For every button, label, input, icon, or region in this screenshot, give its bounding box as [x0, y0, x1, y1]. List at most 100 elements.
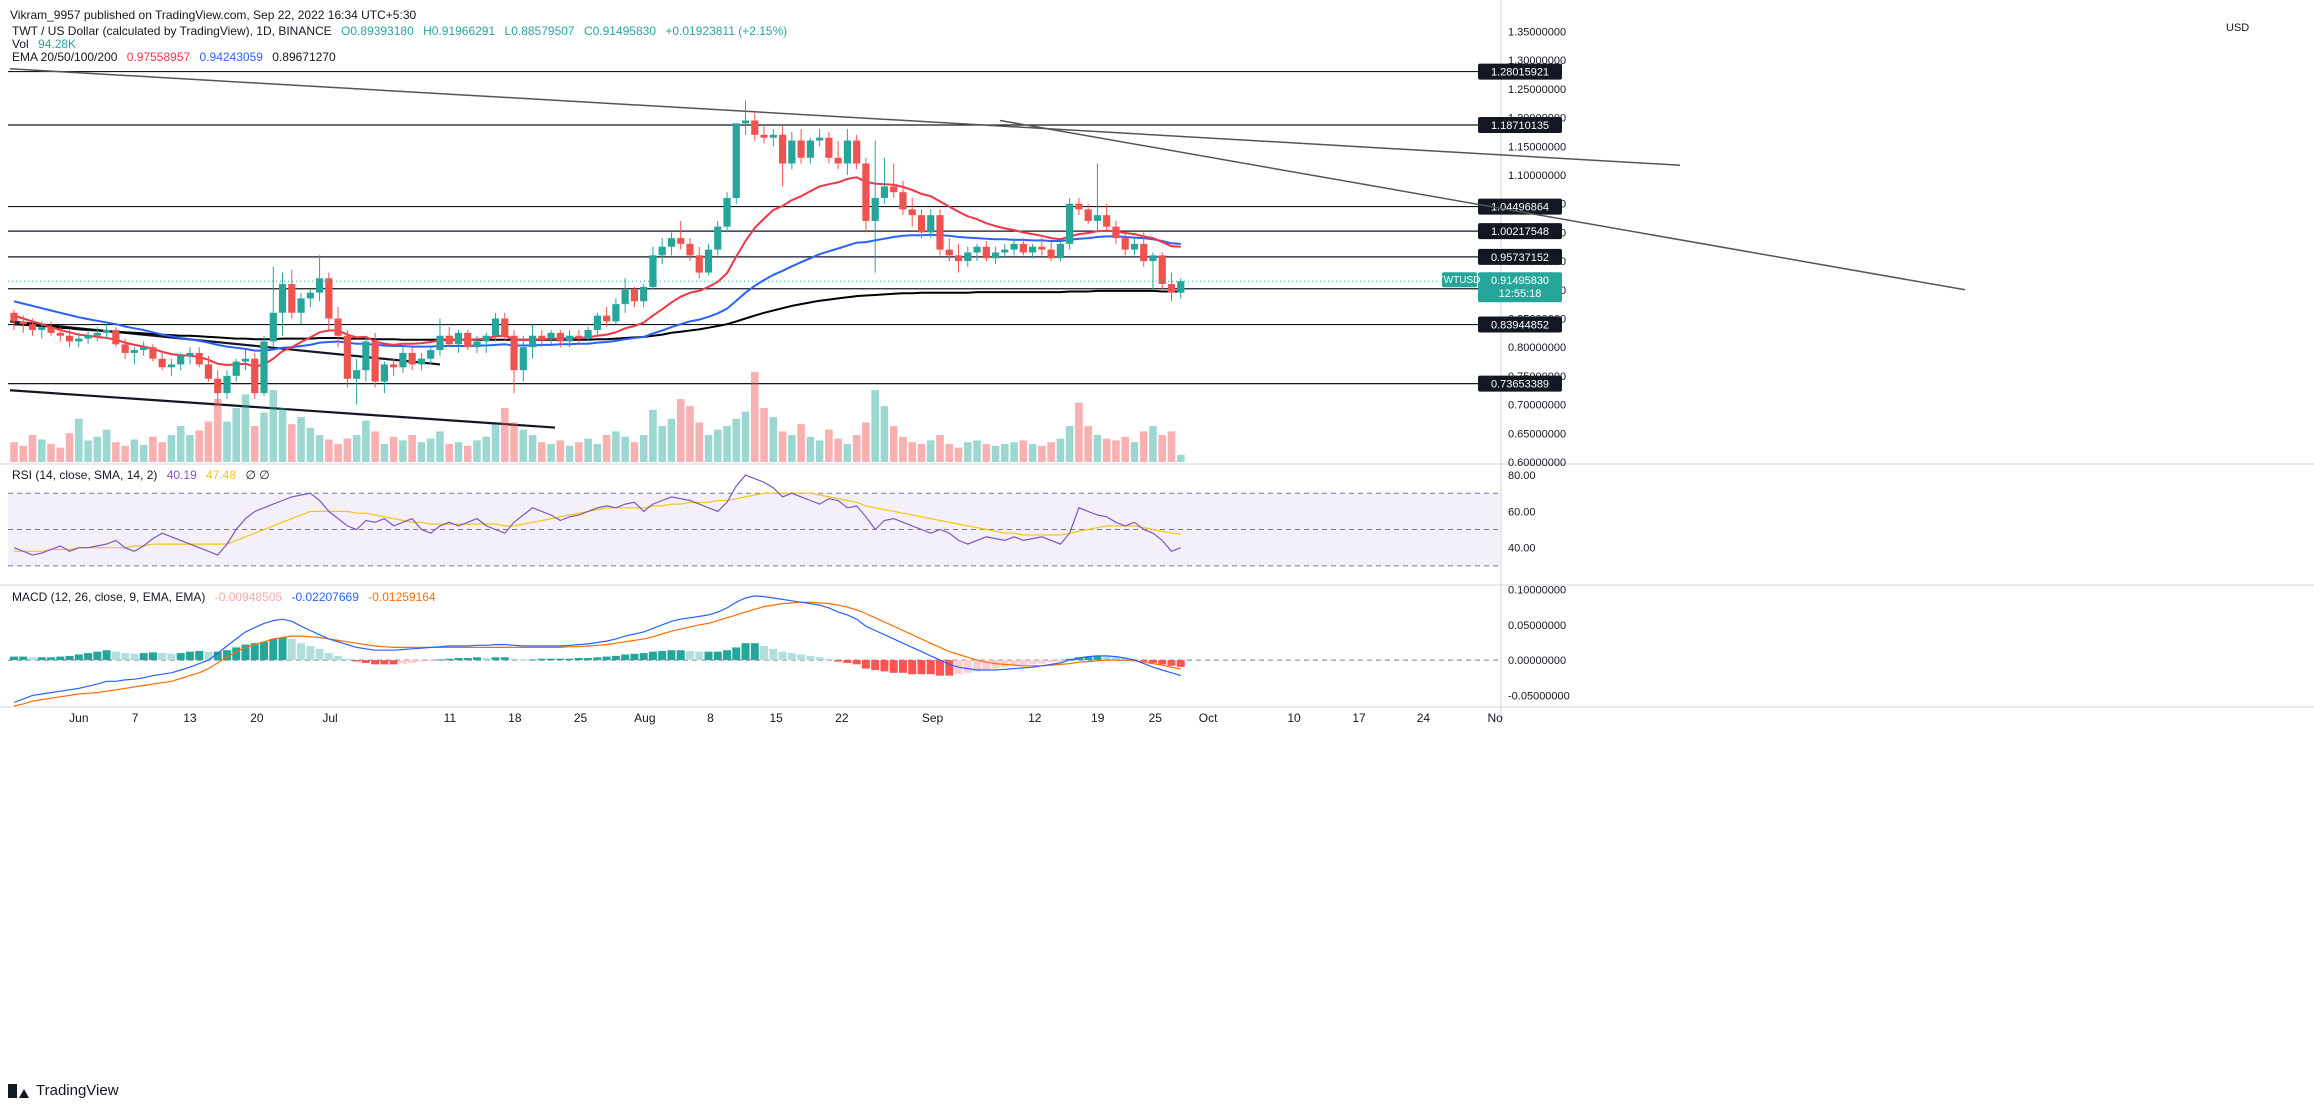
rsi-sma-line: [14, 492, 1181, 552]
price-tick-label: 0.80000000: [1508, 342, 1566, 354]
volume-bar: [93, 436, 102, 462]
candle-body: [1047, 249, 1055, 259]
symbol-title[interactable]: TWT / US Dollar (calculated by TradingVi…: [12, 24, 332, 38]
candle-body: [1075, 203, 1083, 210]
candle-body: [1084, 209, 1092, 221]
time-tick-label: 8: [707, 711, 714, 725]
macd-histogram-bar: [537, 658, 546, 661]
candle-body: [214, 378, 222, 394]
macd-histogram-bar: [1065, 658, 1074, 661]
macd-histogram-bar: [1028, 660, 1037, 665]
time-tick-label: 7: [132, 711, 139, 725]
volume-bar: [1149, 426, 1157, 462]
macd-histogram-bar: [1010, 660, 1019, 666]
candle-body: [1019, 243, 1027, 253]
volume-bar: [223, 421, 231, 462]
macd-histogram-bar: [880, 660, 889, 672]
macd-histogram-bar: [463, 658, 472, 661]
candle-body: [853, 140, 861, 164]
time-tick-label: 13: [183, 711, 197, 725]
volume-bar: [945, 444, 954, 462]
candle-body: [482, 335, 490, 342]
macd-legend[interactable]: MACD (12, 26, close, 9, EMA, EMA) -0.009…: [12, 590, 442, 604]
candle-body: [353, 370, 361, 379]
volume-bar: [1121, 436, 1129, 462]
candle-body: [723, 197, 731, 227]
candle-body: [223, 375, 231, 394]
volume-bar: [204, 421, 213, 462]
volume-bar: [1038, 445, 1046, 462]
level-label: 1.28015921: [1491, 67, 1549, 79]
volume-bar: [815, 440, 824, 462]
candle-body: [241, 358, 250, 362]
volume-bar: [1056, 438, 1065, 462]
volume-bar: [232, 408, 241, 462]
macd-histogram-bar: [1121, 658, 1130, 661]
volume-bar: [862, 422, 870, 462]
candle-body: [1056, 243, 1064, 259]
macd-tick-label: 0.00000000: [1508, 655, 1566, 667]
price-tick-label: 0.65000000: [1508, 428, 1566, 440]
candle-body: [371, 341, 379, 382]
volume-bar: [213, 399, 222, 462]
volume-bar: [1010, 442, 1018, 462]
candle-body: [927, 215, 935, 233]
volume-bar: [926, 440, 935, 462]
candle-body: [510, 335, 518, 371]
macd-histogram-bar: [417, 660, 426, 662]
level-label-bg: [1478, 248, 1562, 265]
volume-bar: [491, 424, 500, 462]
macd-histogram-bar: [917, 660, 926, 675]
volume-bar: [500, 408, 509, 462]
tradingview-logo[interactable]: TradingView: [8, 1082, 119, 1099]
candle-body: [436, 335, 444, 351]
time-tick-label: 24: [1417, 711, 1431, 725]
candle-body: [871, 197, 879, 221]
macd-histogram-bar: [315, 648, 324, 661]
candle-body: [232, 361, 240, 376]
macd-histogram-bar: [56, 656, 65, 661]
macd-line: [13, 595, 1181, 704]
volume-bar: [676, 399, 685, 462]
rsi-legend[interactable]: RSI (14, close, SMA, 14, 2) 40.19 47.48 …: [12, 468, 276, 482]
volume-bar: [1112, 440, 1120, 462]
ema-legend[interactable]: EMA 20/50/100/200 0.97558957 0.94243059 …: [12, 50, 342, 64]
candle-body: [704, 249, 713, 273]
candle-body: [121, 344, 129, 353]
time-tick-label: No: [1487, 711, 1503, 725]
volume-bar: [426, 438, 435, 462]
price-tick-label: 0.60000000: [1508, 457, 1566, 469]
time-tick-label: Jun: [69, 711, 88, 725]
candle-body: [260, 341, 268, 394]
volume-bar: [37, 439, 46, 462]
candle-body: [677, 238, 685, 244]
trendline-descending: [999, 119, 1966, 291]
macd-signal-line: [13, 601, 1181, 707]
macd-histogram-bar: [408, 660, 417, 663]
candle-body: [464, 332, 472, 348]
macd-histogram-bar: [621, 654, 630, 661]
macd-histogram-bar: [713, 651, 722, 661]
candle-body: [408, 352, 416, 365]
time-tick-label: 25: [1149, 711, 1163, 725]
candle-body: [797, 140, 805, 158]
volume-bar: [510, 422, 518, 462]
volume-bar: [556, 440, 565, 462]
candle-body: [501, 318, 509, 336]
volume-legend[interactable]: Vol 94.28K: [12, 37, 82, 51]
volume-bar: [1084, 426, 1092, 462]
candle-body: [195, 352, 203, 365]
macd-histogram-bar: [834, 660, 843, 662]
volume-bar: [343, 438, 352, 462]
candle-body: [167, 364, 176, 368]
macd-histogram-bar: [65, 655, 74, 661]
macd-histogram-bar: [528, 659, 537, 661]
rsi-value: 40.19: [166, 468, 197, 482]
macd-histogram-bar: [584, 658, 593, 661]
price-tick-label: 1.25000000: [1508, 84, 1566, 96]
macd-histogram-bar: [241, 644, 250, 661]
rsi-tick-label: 60.00: [1508, 506, 1536, 518]
macd-histogram-bar: [19, 656, 28, 661]
symbol-tag: TWTUSD: [1438, 275, 1481, 286]
